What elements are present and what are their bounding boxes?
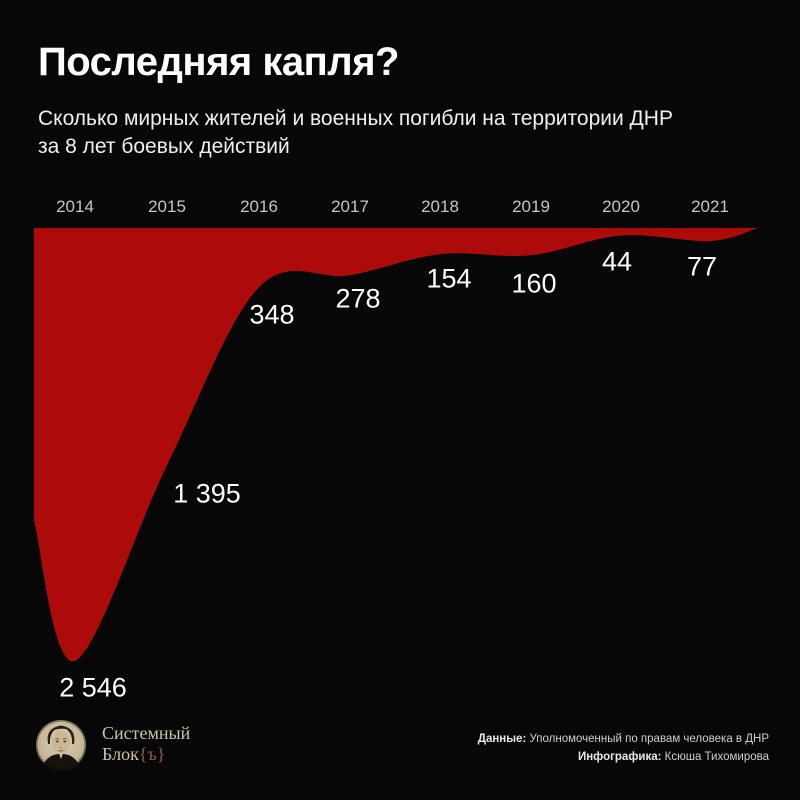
value-label: 160 [511,268,557,299]
credits-author-label: Инфографика: [577,751,662,763]
brand-name-line-1: Системный [102,723,191,743]
value-label: 77 [686,251,718,282]
year-label: 2017 [331,197,369,216]
credits-author-line: Инфографика: Ксюша Тихомирова [478,748,769,766]
brand-name-suffix: {ъ} [138,744,166,764]
area-path [34,228,758,662]
value-label: 278 [335,283,381,314]
year-label: 2021 [691,197,729,216]
page-title: Последняя капля? [38,40,399,84]
credits-data-line: Данные: Уполномоченный по правам человек… [478,730,769,748]
credits: Данные: Уполномоченный по правам человек… [478,730,769,766]
value-label: 154 [426,263,472,294]
subtitle: Сколько мирных жителей и военных погибли… [38,105,673,161]
brand-name: Системный Блок{ъ} [102,723,190,765]
year-label: 2015 [148,197,186,216]
year-label: 2020 [602,197,640,216]
subtitle-line-1: Сколько мирных жителей и военных погибли… [38,107,673,130]
year-label: 2016 [240,197,278,216]
credits-data-label: Данные: [477,733,527,745]
credits-data-text: Уполномоченный по правам человека в ДНР [526,733,769,745]
brand-name-line-2: Блок{ъ} [102,744,190,765]
value-label: 44 [601,246,633,277]
value-label: 2 546 [59,672,127,703]
portrait-photo-icon [36,720,86,770]
brand-logo: Системный Блок{ъ} [36,720,190,770]
year-label: 2014 [56,197,94,216]
year-label: 2018 [421,197,459,216]
year-label: 2019 [512,197,550,216]
value-label: 348 [249,299,295,330]
subtitle-line-2: за 8 лет боевых действий [38,135,290,158]
value-label: 1 395 [173,478,241,509]
credits-author-text: Ксюша Тихомирова [661,751,769,763]
brand-name-main: Блок [102,744,139,764]
